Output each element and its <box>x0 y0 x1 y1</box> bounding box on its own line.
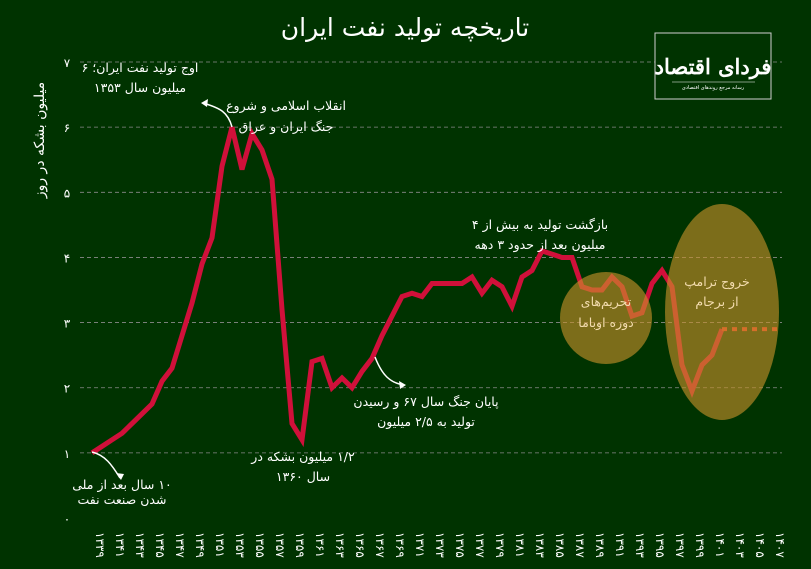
x-tick-label: ۱۳۵۳ <box>233 532 247 558</box>
x-tick-label: ۱۳۴۳ <box>133 532 147 558</box>
annotation-revolution: انقلاب اسلامی و شروع جنگ ایران و عراق <box>226 98 346 135</box>
x-tick-label: ۱۳۸۹ <box>593 532 607 558</box>
x-tick-label: ۱۳۵۵ <box>253 532 267 558</box>
x-tick-label: ۱۳۴۱ <box>113 532 127 558</box>
y-tick-label: ۳ <box>64 317 71 331</box>
arrow-heads <box>116 99 406 480</box>
annotation-low: ۱/۲ میلیون بشکه در سال ۱۳۶۰ <box>250 449 355 484</box>
x-tick-label: ۱۳۴۵ <box>153 532 167 558</box>
highlight-trump-jcpoa <box>665 204 779 420</box>
annotation-peak: اوج تولید نفت ایران؛ ۶ میلیون سال ۱۳۵۳ <box>82 60 199 96</box>
x-tick-label: ۱۳۴۷ <box>173 532 187 558</box>
x-tick-label: ۱۳۹۹ <box>693 532 707 558</box>
annotation-return: بازگشت تولید به بیش از ۴ میلیون بعد از حد… <box>472 217 608 253</box>
annotation-arrows <box>91 102 405 479</box>
x-tick-label: ۱۳۵۹ <box>293 532 307 558</box>
x-tick-label: ۱۳۹۳ <box>633 532 647 558</box>
x-tick-label: ۱۳۷۳ <box>433 532 447 558</box>
x-tick-label: ۱۳۷۷ <box>473 532 487 558</box>
x-tick-label: ۱۳۷۱ <box>413 532 427 558</box>
x-tick-label: ۱۳۸۳ <box>533 532 547 558</box>
y-tick-label: ۲ <box>64 382 70 396</box>
arrow-nationalization <box>91 451 121 479</box>
x-tick-label: ۱۳۶۹ <box>393 532 407 558</box>
logo-text: فردای اقتصاد <box>655 54 772 80</box>
x-tick-label: ۱۳۵۱ <box>213 532 227 558</box>
x-tick-label: ۱۳۷۵ <box>453 532 467 558</box>
x-tick-label: ۱۳۳۹ <box>93 532 107 558</box>
chart-title: تاریخچه تولید نفت ایران <box>281 13 529 42</box>
x-tick-label: ۱۳۶۵ <box>353 532 367 558</box>
highlight-obama-sanctions <box>560 272 652 364</box>
x-tick-label: ۱۳۷۹ <box>493 532 507 558</box>
x-tick-label: ۱۳۴۹ <box>193 532 207 558</box>
y-axis-label: میلیون بشکه در روز <box>32 82 48 199</box>
x-tick-label: ۱۳۹۱ <box>613 532 627 558</box>
x-tick-label: ۱۴۰۱ <box>713 532 727 558</box>
x-tick-label: ۱۳۹۷ <box>673 532 687 558</box>
logo: فردای اقتصاد رسانه مرجع روندهای اقتصادی <box>654 32 772 100</box>
y-tick-label: ۵ <box>64 186 70 200</box>
x-ticks: ۱۳۳۹ ۱۳۴۱ ۱۳۴۳ ۱۳۴۵ ۱۳۴۷ ۱۳۴۹ ۱۳۵۱ ۱۳۵۳ ۱۳۵۵ ۱۳۵۷… <box>93 532 787 558</box>
y-tick-label: ۷ <box>64 56 71 70</box>
y-tick-label: ۴ <box>64 251 70 265</box>
annotation-nationalization: ۱۰ سال بعد از ملی شدن صنعت نفت <box>72 477 172 507</box>
logo-tagline: رسانه مرجع روندهای اقتصادی <box>682 85 745 91</box>
x-tick-label: ۱۳۸۵ <box>553 532 567 558</box>
x-tick-label: ۱۳۸۱ <box>513 532 527 558</box>
annotation-obama: تحریم‌های دوره اوباما <box>578 294 633 331</box>
annotation-trump: خروج ترامپ از برجام <box>684 274 750 310</box>
arrow-war-end <box>374 356 405 386</box>
x-tick-label: ۱۳۵۷ <box>273 532 287 558</box>
x-tick-label: ۱۴۰۳ <box>733 532 747 558</box>
x-tick-label: ۱۴۰۵ <box>753 532 767 558</box>
y-tick-label: ۶ <box>64 121 70 135</box>
y-tick-label: ۱ <box>64 447 70 461</box>
x-tick-label: ۱۳۶۱ <box>313 532 327 558</box>
x-tick-label: ۱۳۸۷ <box>573 532 587 558</box>
x-tick-label: ۱۳۶۳ <box>333 532 347 558</box>
x-tick-label: ۱۴۰۷ <box>773 532 787 558</box>
annotation-war-end: پایان جنگ سال ۶۷ و رسیدن تولید به ۲/۵ میل… <box>353 394 499 430</box>
y-tick-label: ۰ <box>64 512 70 526</box>
x-tick-label: ۱۳۹۵ <box>653 532 667 558</box>
y-ticks: ۰ ۱ ۲ ۳ ۴ ۵ ۶ ۷ <box>64 56 71 526</box>
x-tick-label: ۱۳۶۷ <box>373 532 387 558</box>
